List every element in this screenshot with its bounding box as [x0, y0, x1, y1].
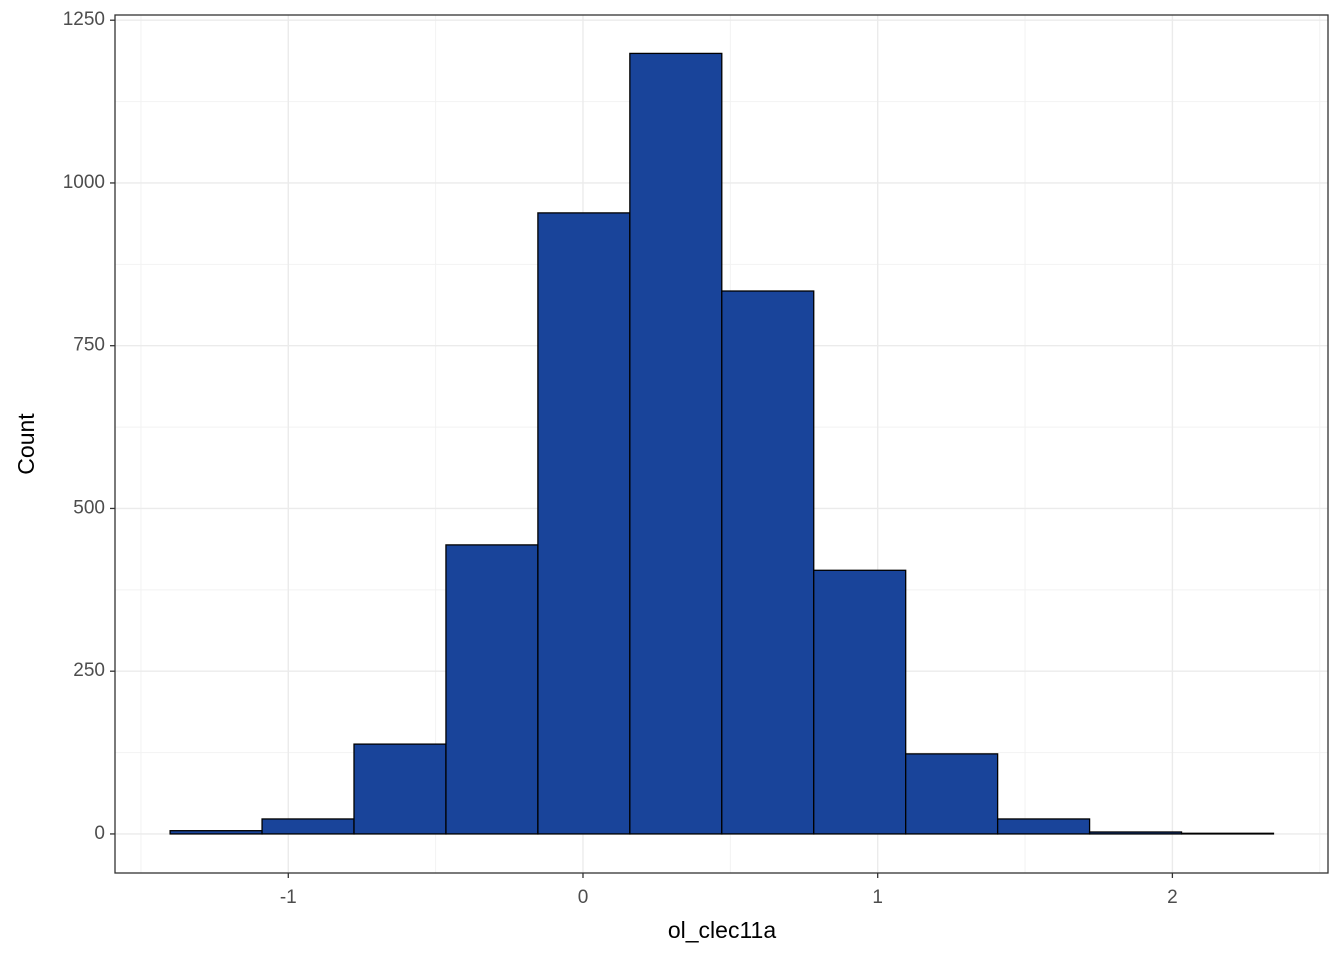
y-tick-label: 750 — [73, 335, 105, 356]
x-tick-label: 1 — [872, 887, 883, 908]
y-tick-label: 1000 — [63, 172, 105, 193]
bar — [629, 52, 723, 835]
panel-border — [114, 14, 1329, 874]
x-tick-label: 2 — [1167, 887, 1178, 908]
y-tick-label: 1250 — [63, 9, 105, 30]
bar — [169, 830, 263, 835]
bar — [813, 569, 907, 835]
bar — [1180, 832, 1275, 835]
x-tick-label: 0 — [578, 887, 589, 908]
y-tick-label: 0 — [94, 823, 105, 844]
bar — [721, 290, 815, 835]
bar — [261, 818, 355, 835]
x-tick-label: -1 — [280, 887, 297, 908]
y-tick-label: 250 — [73, 660, 105, 681]
y-axis-title: Count — [13, 413, 39, 475]
bars — [169, 52, 1275, 835]
y-tick-label: 500 — [73, 497, 105, 518]
bar — [996, 818, 1091, 835]
bar — [905, 753, 999, 835]
bar — [537, 212, 631, 835]
bar — [1088, 831, 1183, 835]
bar — [445, 544, 539, 835]
bar — [353, 743, 447, 835]
x-axis-title: ol_clec11a — [668, 917, 776, 943]
